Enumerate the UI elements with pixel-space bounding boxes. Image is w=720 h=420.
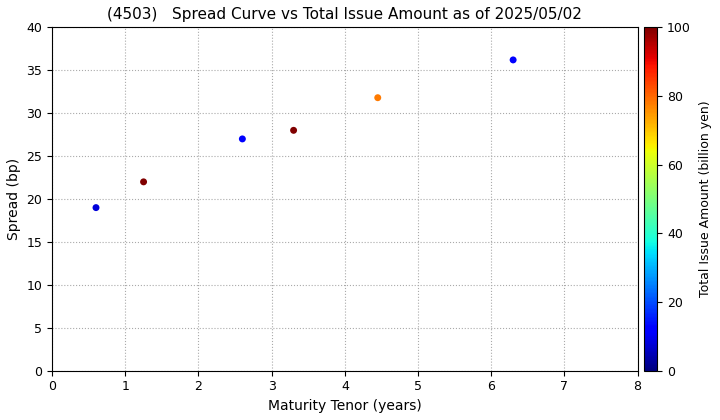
Point bbox=[138, 178, 149, 185]
Title: (4503)   Spread Curve vs Total Issue Amount as of 2025/05/02: (4503) Spread Curve vs Total Issue Amoun… bbox=[107, 7, 582, 22]
Point bbox=[372, 94, 384, 101]
X-axis label: Maturity Tenor (years): Maturity Tenor (years) bbox=[268, 399, 422, 413]
Y-axis label: Spread (bp): Spread (bp) bbox=[7, 158, 21, 240]
Point bbox=[288, 127, 300, 134]
Point bbox=[237, 136, 248, 142]
Point bbox=[90, 204, 102, 211]
Y-axis label: Total Issue Amount (billion yen): Total Issue Amount (billion yen) bbox=[699, 101, 712, 297]
Point bbox=[508, 57, 519, 63]
